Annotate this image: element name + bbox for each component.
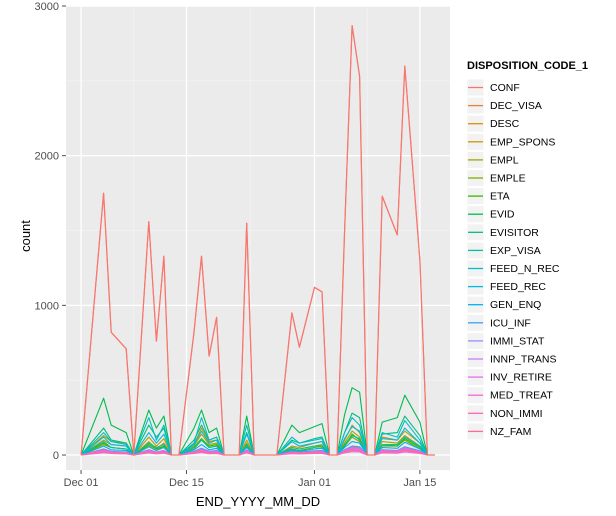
legend-label: DEC_VISA <box>490 100 542 112</box>
legend-label: NON_IMMI <box>490 408 543 420</box>
legend-label: ICU_INF <box>490 317 531 329</box>
legend-label: INNP_TRANS <box>490 354 557 366</box>
y-axis-title: count <box>18 220 33 252</box>
legend-title: DISPOSITION_CODE_1 <box>467 60 588 72</box>
legend-label: IMMI_STAT <box>490 335 545 347</box>
legend-label: EMPLE <box>490 173 526 185</box>
legend-label: MED_TREAT <box>490 390 553 402</box>
x-tick-label: Dec 01 <box>64 477 99 489</box>
y-tick-label: 3000 <box>35 1 59 13</box>
legend-label: EVID <box>490 209 515 221</box>
legend-label: EMP_SPONS <box>490 136 555 148</box>
y-tick-label: 0 <box>53 450 59 462</box>
legend-label: EVISITOR <box>490 227 539 239</box>
x-tick-label: Dec 15 <box>169 477 204 489</box>
legend-label: INV_RETIRE <box>490 372 552 384</box>
legend-label: GEN_ENQ <box>490 299 541 311</box>
legend: DISPOSITION_CODE_1 CONF DEC_VISA DESC EMP_S… <box>466 60 588 441</box>
y-tick-label: 2000 <box>35 151 59 163</box>
legend-label: FEED_N_REC <box>490 263 560 275</box>
legend-label: EMPL <box>490 154 519 166</box>
x-axis-title: END_YYYY_MM_DD <box>196 494 320 509</box>
legend-label: DESC <box>490 118 520 130</box>
y-axis: 0 1000 2000 3000 <box>35 1 66 462</box>
x-tick-label: Jan 01 <box>298 477 331 489</box>
grid-lines <box>66 5 450 470</box>
series-line-conf-top <box>80 25 435 456</box>
x-axis: Dec 01 Dec 15 Jan 01 Jan 15 <box>64 470 436 489</box>
legend-label: EXP_VISA <box>490 245 541 257</box>
x-tick-label: Jan 15 <box>403 477 436 489</box>
panel-background <box>66 6 450 470</box>
legend-label: FEED_REC <box>490 281 546 293</box>
y-tick-label: 1000 <box>35 300 59 312</box>
legend-label: CONF <box>490 82 520 94</box>
legend-label: ETA <box>490 191 510 203</box>
series-lines <box>80 24 435 456</box>
legend-label: NZ_FAM <box>490 426 531 438</box>
